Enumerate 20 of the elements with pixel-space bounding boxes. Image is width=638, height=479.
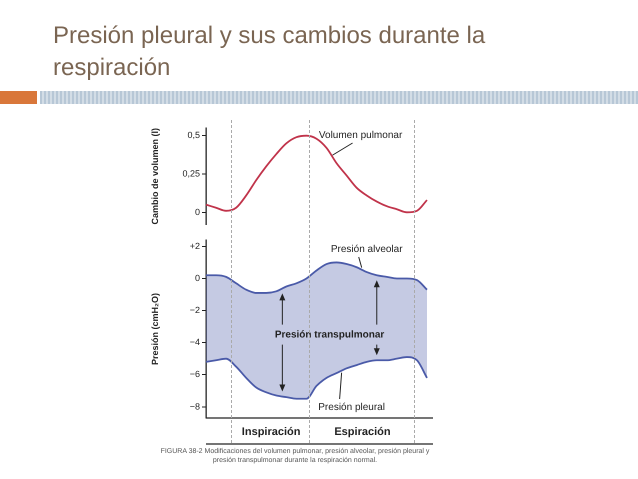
y-axis-title: Cambio de volumen (l) [150,128,160,225]
line-series [205,356,428,400]
text: Espiración [334,426,391,438]
y-tick-label: −6 [190,369,200,380]
series-label: Presión pleural [318,402,385,413]
y-tick-label: 0 [194,272,200,283]
chart-title: Presión pleural y sus cambios durante la respiración [53,21,486,83]
series-label: Volumen pulmonar [318,130,403,141]
line-series [205,262,428,294]
text: Inspiración [242,426,301,438]
y-tick-label: 0,5 [187,130,200,140]
y-tick-label: 0 [194,206,200,217]
y-tick-label: −4 [190,337,200,348]
series-label: Presión alveolar [330,244,404,255]
y-tick-label: −2 [190,305,200,316]
y-tick-label: −8 [190,401,200,412]
y-tick-label: 0,25 [182,168,200,178]
y-tick-label: +2 [190,240,200,251]
y-axis-title: Presión (cmH₂O) [150,292,160,366]
annotation: Presión transpulmonar [274,329,384,340]
